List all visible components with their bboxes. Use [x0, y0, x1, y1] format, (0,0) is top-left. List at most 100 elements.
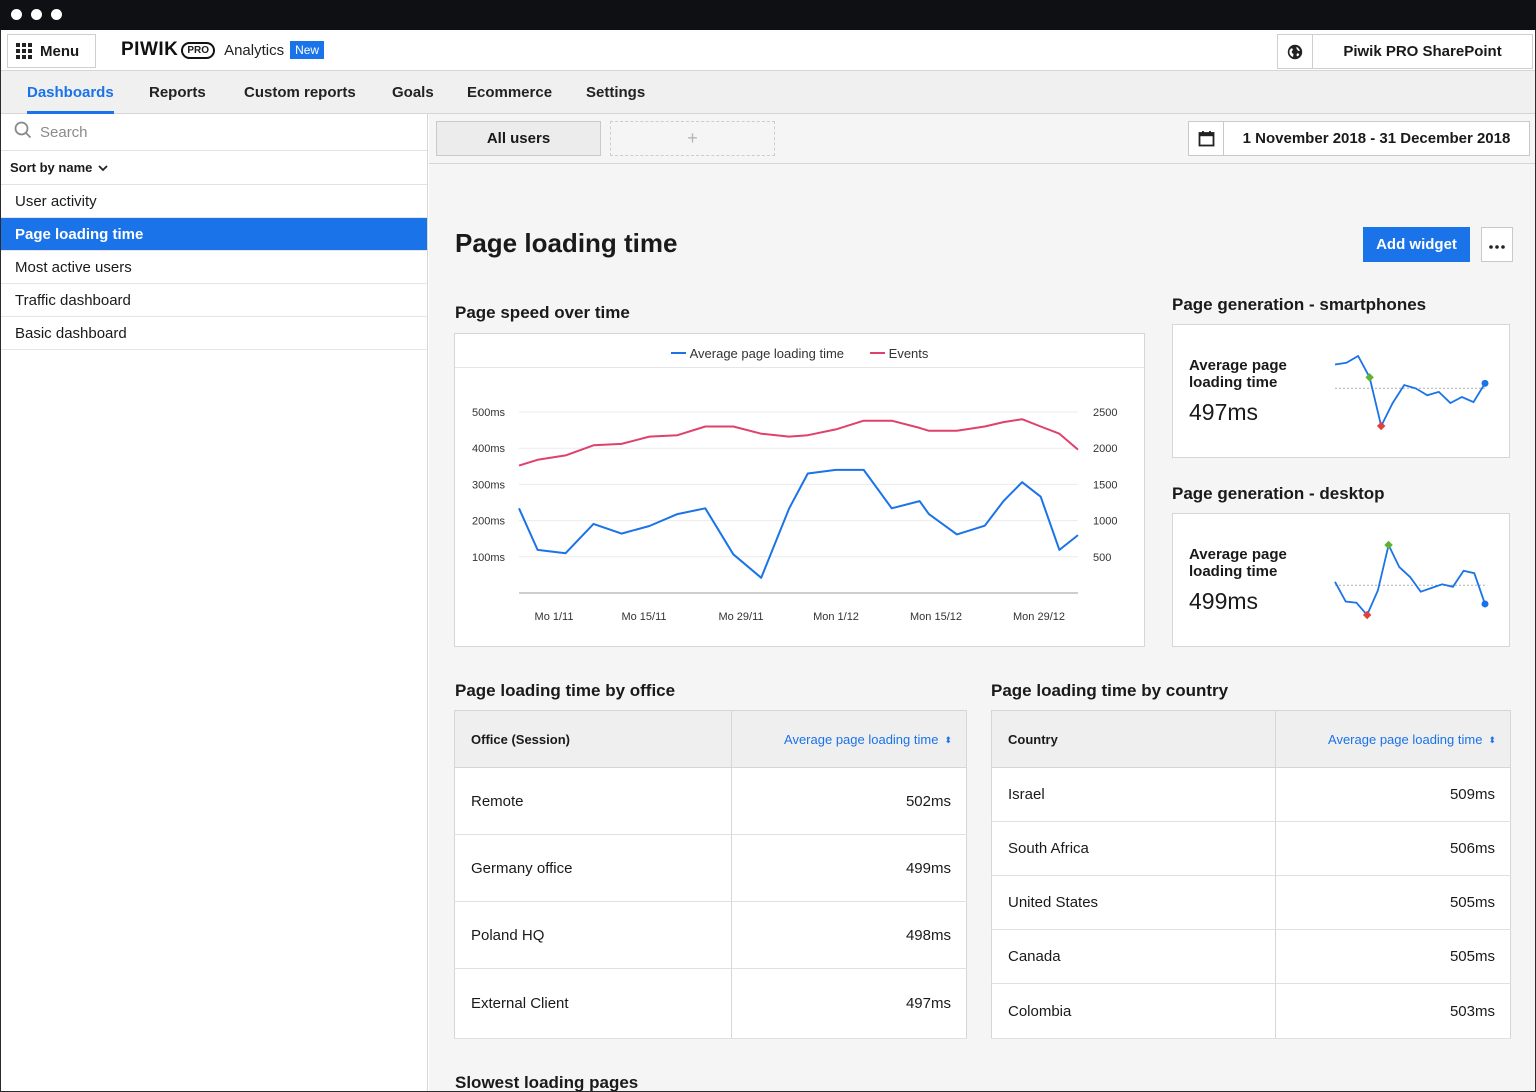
legend-label-events: Events [888, 345, 929, 361]
segment-all-users[interactable]: All users [436, 121, 601, 156]
table-row[interactable]: Canada 505ms [991, 929, 1511, 984]
chart-legend-separator [455, 367, 1144, 368]
desktop-kpi-label: Average page loading time [1189, 546, 1287, 580]
country-table: Country Average page loading time ⬍ Israe… [991, 710, 1511, 1039]
desktop-sparkline [1334, 540, 1489, 620]
country-name-cell: Colombia [991, 983, 1276, 1039]
legend-item-events[interactable]: Events [869, 345, 929, 361]
column-header-avg-loading[interactable]: Average page loading time ⬍ [731, 710, 967, 768]
sort-icon: ⬍ [944, 734, 952, 745]
app-frame: Menu PIWIK PRO Analytics New Piwik PRO S… [0, 30, 1536, 1092]
chart-legend: Average page loading time Events [455, 342, 1144, 361]
sparkline-line [1334, 542, 1486, 617]
country-value-cell: 509ms [1275, 767, 1511, 822]
tab-settings[interactable]: Settings [586, 84, 646, 101]
date-range-label: 1 November 2018 - 31 December 2018 [1242, 130, 1511, 147]
table-header-row: Country Average page loading time ⬍ [991, 710, 1511, 768]
tab-custom-reports[interactable]: Custom reports [244, 84, 356, 101]
smartphones-kpi-card: Average page loading time 497ms [1172, 324, 1510, 458]
column-header-avg-loading-label: Average page loading time [784, 731, 939, 747]
series-line-avg-loading [518, 468, 1079, 579]
country-value-cell: 505ms [1275, 929, 1511, 984]
table-row[interactable]: Colombia 503ms [991, 983, 1511, 1039]
country-name-cell: Canada [991, 929, 1276, 984]
apps-grid-icon [16, 43, 32, 59]
sparkline-max-marker [1365, 373, 1374, 382]
y-left-tick-label: 400ms [472, 443, 506, 455]
sparkline-end-marker [1481, 600, 1489, 608]
window-close-dot[interactable] [11, 9, 22, 20]
more-horizontal-icon [1489, 236, 1505, 254]
column-header-office[interactable]: Office (Session) [454, 710, 732, 768]
column-header-avg-loading-label: Average page loading time [1328, 731, 1483, 747]
sidebar-item-user-activity[interactable]: User activity [1, 185, 427, 218]
search-input[interactable]: Search [40, 123, 88, 141]
sidebar-item-page-loading-time[interactable]: Page loading time [1, 218, 427, 251]
sidebar-item-most-active-users[interactable]: Most active users [1, 251, 427, 284]
sort-label: Sort by name [10, 160, 93, 175]
x-tick-label: Mon 1/12 [813, 611, 859, 623]
speed-widget-title: Page speed over time [455, 303, 630, 322]
table-row[interactable]: External Client 497ms [454, 968, 967, 1039]
table-row[interactable]: Poland HQ 498ms [454, 901, 967, 969]
x-tick-label: Mo 29/11 [718, 611, 763, 623]
legend-item-avg-loading[interactable]: Average page loading time [670, 346, 844, 361]
sort-dropdown[interactable]: Sort by name [1, 151, 427, 185]
table-row[interactable]: South Africa 506ms [991, 821, 1511, 876]
office-name-cell: Germany office [454, 834, 732, 902]
product-name: Analytics [224, 41, 285, 59]
page-title: Page loading time [455, 228, 678, 258]
sidebar-item-basic-dashboard[interactable]: Basic dashboard [1, 317, 427, 350]
calendar-icon [1189, 122, 1224, 155]
office-name-cell: Poland HQ [454, 901, 732, 969]
table-row[interactable]: Israel 509ms [991, 767, 1511, 822]
add-widget-button[interactable]: Add widget [1363, 227, 1470, 262]
y-right-tick-label: 2500 [1093, 407, 1117, 419]
menu-button[interactable]: Menu [7, 34, 96, 68]
office-value-cell: 498ms [731, 901, 967, 969]
x-tick-label: Mon 29/12 [1013, 611, 1065, 623]
tab-dashboards[interactable]: Dashboards [27, 71, 114, 114]
tab-ecommerce[interactable]: Ecommerce [467, 84, 553, 101]
table-row[interactable]: United States 505ms [991, 875, 1511, 930]
country-value-cell: 505ms [1275, 875, 1511, 930]
smartphones-kpi-value: 497ms [1189, 399, 1259, 425]
chevron-down-icon [98, 160, 108, 175]
site-selector[interactable]: Piwik PRO SharePoint [1277, 34, 1533, 69]
y-left-tick-label: 500ms [472, 407, 506, 419]
y-right-tick-label: 2000 [1093, 443, 1117, 455]
tab-goals[interactable]: Goals [392, 84, 434, 101]
column-header-avg-loading[interactable]: Average page loading time ⬍ [1275, 710, 1511, 768]
country-name-cell: Israel [991, 767, 1276, 822]
smartphones-sparkline [1334, 354, 1489, 431]
y-left-tick-label: 100ms [472, 552, 506, 564]
desktop-widget-title: Page generation - desktop [1172, 484, 1385, 503]
smartphones-widget-title: Page generation - smartphones [1172, 295, 1427, 314]
site-name: Piwik PRO SharePoint [1343, 43, 1502, 60]
sidebar-item-traffic-dashboard[interactable]: Traffic dashboard [1, 284, 427, 317]
y-left-tick-label: 200ms [472, 516, 506, 528]
more-options-button[interactable] [1481, 227, 1513, 262]
country-value-cell: 503ms [1275, 983, 1511, 1039]
date-range-picker[interactable]: 1 November 2018 - 31 December 2018 [1188, 121, 1530, 156]
y-left-tick-label: 300ms [472, 479, 506, 491]
column-header-country[interactable]: Country [991, 710, 1276, 768]
tab-reports[interactable]: Reports [149, 84, 206, 101]
speed-line-chart[interactable]: 100ms 200ms 300ms 400ms 500ms 500 1000 1500 2000… [455, 334, 1144, 646]
top-bar: Menu PIWIK PRO Analytics New Piwik PRO S… [1, 30, 1535, 71]
piwik-pro-logo[interactable]: PIWIK PRO Analytics New [121, 39, 325, 61]
table-row[interactable]: Germany office 499ms [454, 834, 967, 902]
window-zoom-dot[interactable] [51, 9, 62, 20]
dashboard-search[interactable]: Search [1, 114, 427, 151]
x-tick-label: Mon 15/12 [910, 611, 962, 623]
new-badge: New [290, 41, 325, 59]
window-minimize-dot[interactable] [31, 9, 42, 20]
globe-icon [1278, 35, 1313, 68]
x-tick-label: Mo 1/11 [535, 611, 574, 623]
logo-wordmark: PIWIK [121, 39, 179, 60]
table-row[interactable]: Remote 502ms [454, 767, 967, 835]
office-value-cell: 497ms [731, 968, 967, 1039]
table-header-row: Office (Session) Average page loading ti… [454, 710, 967, 768]
desktop-kpi-value: 499ms [1189, 588, 1259, 614]
add-segment-button[interactable]: + [610, 121, 775, 156]
